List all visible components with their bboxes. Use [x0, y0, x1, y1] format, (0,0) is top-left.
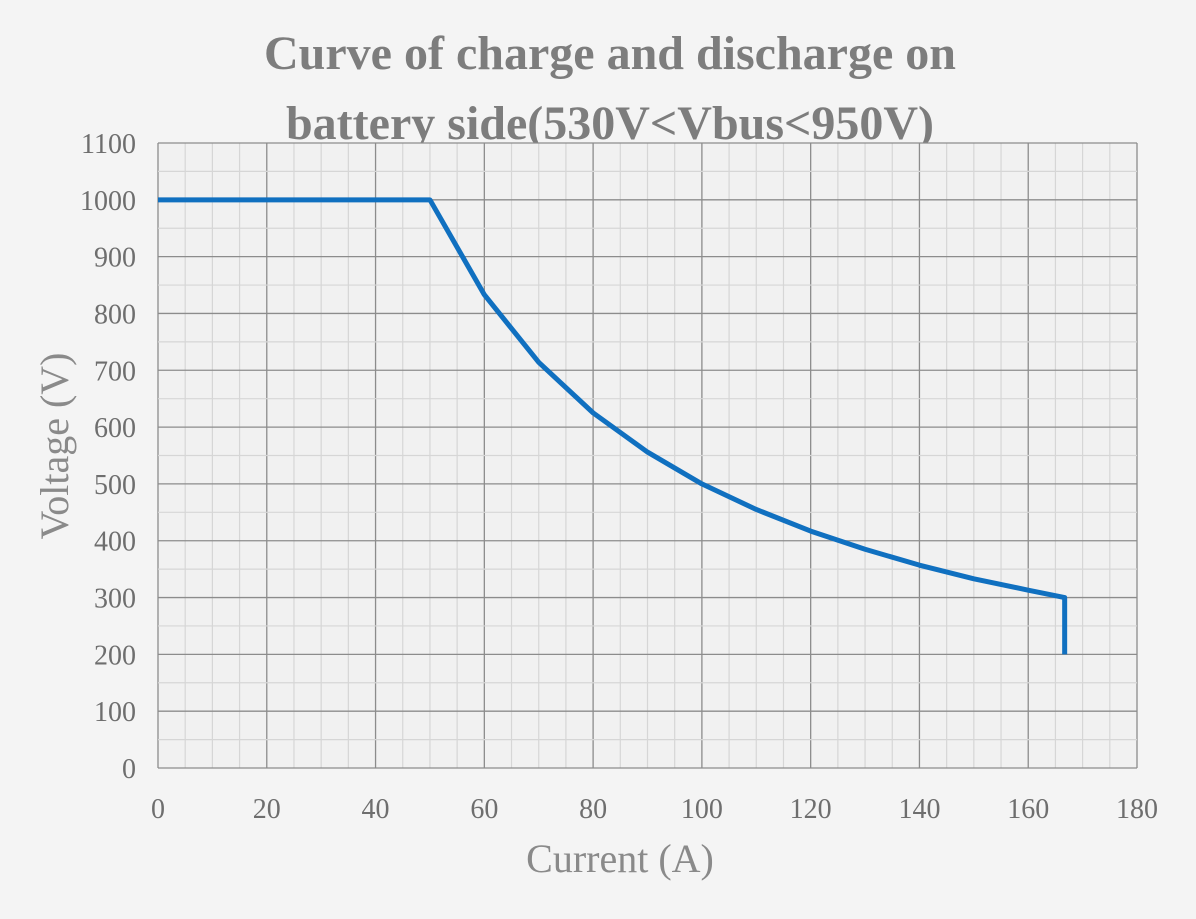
chart-title-line-1: Curve of charge and discharge on [264, 27, 956, 80]
y-tick-label: 500 [94, 470, 136, 501]
y-tick-label: 800 [94, 299, 136, 330]
x-tick-label: 40 [362, 794, 390, 825]
x-tick-label: 100 [681, 794, 723, 825]
x-tick-label: 140 [898, 794, 940, 825]
y-tick-label: 1000 [80, 186, 136, 217]
series-lines [158, 197, 1068, 655]
x-tick-label: 20 [253, 794, 281, 825]
series-line [158, 197, 1068, 655]
y-tick-label: 700 [94, 356, 136, 387]
y-tick-label: 400 [94, 527, 136, 558]
x-axis-label: Current (A) [526, 836, 714, 881]
chart-title-line-2: battery side(530V<Vbus<950V) [285, 97, 935, 150]
x-tick-label: 60 [470, 794, 498, 825]
y-axis-label: Voltage (V) [32, 353, 77, 540]
y-tick-label: 1100 [81, 129, 136, 160]
y-tick-label: 0 [122, 754, 136, 785]
y-tick-label: 900 [94, 243, 136, 274]
x-tick-label: 80 [579, 794, 607, 825]
y-tick-label: 100 [94, 697, 136, 728]
x-tick-label: 160 [1007, 794, 1049, 825]
y-tick-label: 300 [94, 584, 136, 615]
y-tick-label: 200 [94, 640, 136, 671]
grid [157, 142, 1138, 769]
x-tick-label: 180 [1116, 794, 1158, 825]
y-tick-label: 600 [94, 413, 136, 444]
x-tick-label: 120 [790, 794, 832, 825]
x-tick-label: 0 [151, 794, 165, 825]
tick-labels: 0 20 40 60 80 100 120 140 160 180 0 100 200 300 400 500… [80, 129, 1158, 825]
